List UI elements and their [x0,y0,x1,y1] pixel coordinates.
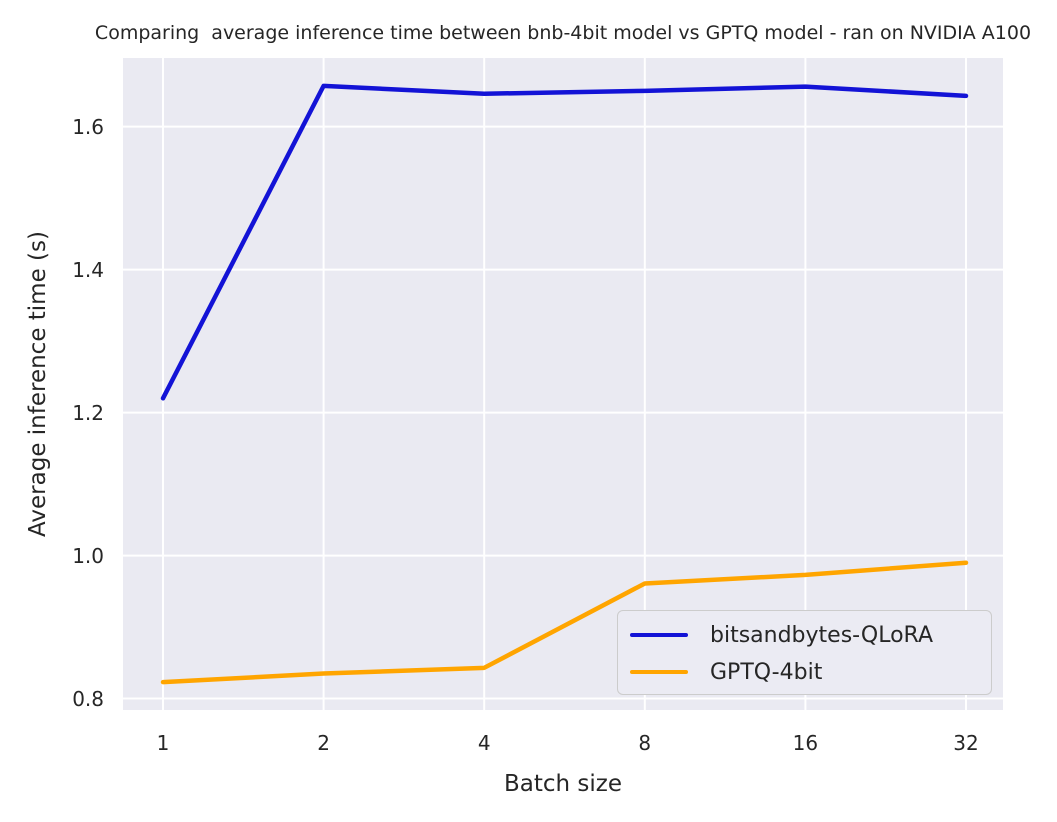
plot-area: bitsandbytes-QLoRA GPTQ-4bit [123,58,1003,710]
x-tick-label: 8 [638,731,652,755]
legend-item-bitsandbytes: bitsandbytes-QLoRA [630,620,991,650]
legend-item-gptq: GPTQ-4bit [630,657,991,687]
legend-line-swatch-orange [630,669,688,675]
legend-label: GPTQ-4bit [710,659,823,685]
series-line-0 [160,83,969,401]
x-tick-label: 2 [317,731,330,755]
chart-canvas [123,58,1003,710]
x-tick-label: 4 [477,731,491,755]
y-axis-label: Average inference time (s) [25,231,51,537]
chart-title: Comparing average inference time between… [94,22,1032,44]
legend: bitsandbytes-QLoRA GPTQ-4bit [617,610,992,695]
y-tick-label: 1.0 [72,543,104,568]
legend-line-swatch-blue [630,632,688,638]
x-tick-label: 32 [953,731,979,755]
y-tick-label: 1.6 [72,114,104,139]
y-tick-label: 1.2 [72,400,104,425]
x-tick-label: 16 [792,731,819,755]
legend-label: bitsandbytes-QLoRA [710,622,933,648]
series-line-1 [160,560,969,685]
y-tick-label: 1.4 [72,257,104,282]
x-tick-label: 1 [156,731,170,755]
x-axis-label: Batch size [503,771,623,797]
y-tick-label: 0.8 [72,686,104,711]
